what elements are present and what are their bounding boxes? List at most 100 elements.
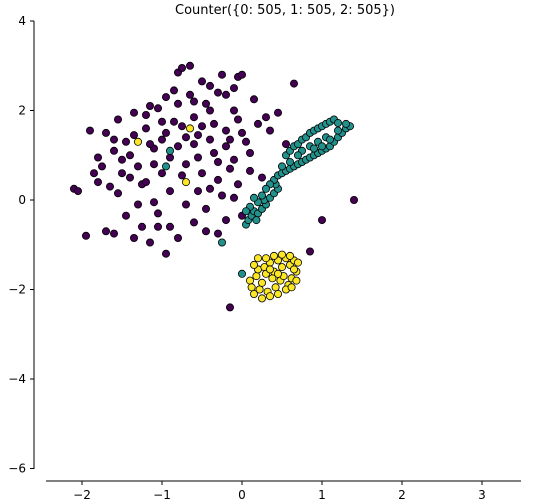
x-tick-label: −2 [73,488,91,502]
point-class-0 [146,102,153,109]
point-class-0 [206,82,213,89]
x-tick-label: 3 [478,488,486,502]
point-class-0 [154,223,161,230]
point-class-2 [278,264,285,271]
y-tick-label: 2 [18,104,26,118]
point-class-0 [102,228,109,235]
point-class-0 [194,132,201,139]
point-class-0 [222,217,229,224]
point-class-0 [174,143,181,150]
point-class-0 [102,129,109,136]
point-class-0 [166,154,173,161]
point-class-0 [182,201,189,208]
point-class-0 [114,190,121,197]
x-tick-label: 2 [398,488,406,502]
point-class-1 [278,163,285,170]
point-class-0 [146,141,153,148]
point-class-0 [222,127,229,134]
point-class-0 [226,136,233,143]
point-class-0 [198,170,205,177]
point-class-0 [110,230,117,237]
point-class-0 [114,116,121,123]
point-class-1 [326,136,333,143]
point-class-0 [190,141,197,148]
point-class-2 [288,284,295,291]
point-class-2 [290,266,297,273]
point-class-0 [234,116,241,123]
point-class-0 [118,156,125,163]
point-class-2 [248,284,255,291]
x-tick-label: −1 [153,488,171,502]
point-class-0 [214,230,221,237]
point-class-0 [126,174,133,181]
point-class-0 [242,138,249,145]
point-class-0 [142,125,149,132]
point-class-2 [293,277,300,284]
point-class-0 [158,170,165,177]
point-class-0 [110,136,117,143]
point-class-0 [162,250,169,257]
point-class-0 [230,156,237,163]
point-class-1 [253,217,260,224]
point-class-0 [122,138,129,145]
point-class-0 [206,185,213,192]
point-class-2 [254,255,261,262]
point-class-0 [142,179,149,186]
point-class-0 [306,248,313,255]
point-class-0 [134,163,141,170]
point-class-2 [182,179,189,186]
point-class-2 [134,138,141,145]
point-class-0 [94,154,101,161]
point-class-1 [334,119,341,126]
point-class-1 [250,194,257,201]
point-class-1 [162,163,169,170]
point-class-0 [154,105,161,112]
y-tick-label: −2 [8,283,26,297]
point-class-1 [318,143,325,150]
point-class-0 [266,127,273,134]
point-class-0 [122,212,129,219]
point-class-0 [258,174,265,181]
point-class-2 [250,261,257,268]
point-class-2 [278,251,285,258]
point-class-0 [190,114,197,121]
point-class-2 [258,279,265,286]
point-class-0 [178,123,185,130]
point-class-0 [186,62,193,69]
points-layer [70,62,357,311]
point-class-2 [270,252,277,259]
point-class-0 [146,239,153,246]
point-class-0 [210,149,217,156]
point-class-0 [74,188,81,195]
point-class-0 [182,134,189,141]
point-class-0 [158,118,165,125]
point-class-0 [238,71,245,78]
point-class-0 [198,78,205,85]
point-class-0 [202,205,209,212]
point-class-1 [310,145,317,152]
point-class-0 [282,141,289,148]
point-class-2 [246,277,253,284]
point-class-0 [246,149,253,156]
point-class-0 [170,118,177,125]
point-class-0 [214,176,221,183]
point-class-2 [274,290,281,297]
point-class-1 [286,158,293,165]
point-class-0 [218,192,225,199]
point-class-0 [130,234,137,241]
point-class-2 [258,295,265,302]
point-class-1 [258,192,265,199]
point-class-1 [242,208,249,215]
point-class-2 [286,252,293,259]
y-tick-label: −4 [8,372,26,386]
point-class-0 [138,223,145,230]
point-class-0 [318,217,325,224]
point-class-0 [142,111,149,118]
point-class-0 [274,109,281,116]
point-class-0 [170,87,177,94]
point-class-0 [230,85,237,92]
point-class-0 [206,136,213,143]
point-class-0 [202,228,209,235]
point-class-1 [334,127,341,134]
x-tick-label: 1 [318,488,326,502]
